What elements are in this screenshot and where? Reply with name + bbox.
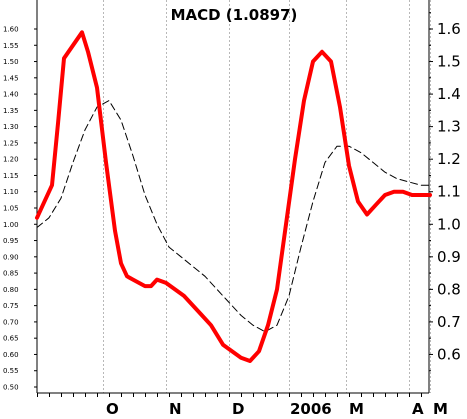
left-tick-label: 1.45 bbox=[3, 74, 19, 82]
right-tick-label: 1.0 bbox=[437, 215, 461, 233]
right-tick-label: 1.1 bbox=[437, 183, 461, 201]
x-label: D bbox=[232, 400, 244, 418]
series-layer bbox=[35, 30, 432, 363]
left-tick-label: 0.65 bbox=[3, 335, 19, 343]
x-label: M bbox=[349, 400, 364, 418]
left-tick-label: 1.20 bbox=[3, 156, 19, 164]
right-tick-label: 0.9 bbox=[437, 248, 461, 266]
left-tick-label: 0.85 bbox=[3, 270, 19, 278]
left-tick-label: 1.55 bbox=[3, 42, 19, 50]
left-tick-label: 0.70 bbox=[3, 318, 19, 326]
right-tick-label: 1.3 bbox=[437, 118, 461, 136]
right-tick-label: 0.7 bbox=[437, 313, 461, 331]
left-tick-label: 0.95 bbox=[3, 237, 19, 245]
right-axis-ticks: 1.6 1.5 1.4 1.3 1.2 1.1 1.0 0.9 0.8 0.7 0.6 bbox=[429, 12, 461, 372]
right-tick-label: 0.6 bbox=[437, 345, 461, 363]
left-tick-label: 1.35 bbox=[3, 107, 19, 115]
left-tick-label: 1.25 bbox=[3, 139, 19, 147]
left-tick-label: 1.30 bbox=[3, 123, 19, 131]
left-tick-label: 0.90 bbox=[3, 253, 19, 261]
left-tick-label: 0.75 bbox=[3, 302, 19, 310]
right-tick-label: 1.2 bbox=[437, 150, 461, 168]
right-tick-label: 0.8 bbox=[437, 280, 461, 298]
left-tick-label: 1.10 bbox=[3, 188, 19, 196]
left-tick-label: 1.00 bbox=[3, 221, 19, 229]
left-tick-label: 0.50 bbox=[3, 384, 19, 392]
x-label: O bbox=[106, 400, 119, 418]
bottom-axis-ticks bbox=[37, 393, 422, 397]
left-tick-label: 1.60 bbox=[3, 26, 19, 34]
left-tick-label: 1.15 bbox=[3, 172, 19, 180]
x-label: 2006 bbox=[290, 400, 332, 418]
left-tick-label: 0.60 bbox=[3, 351, 19, 359]
x-axis-labels: O N D 2006 M A M bbox=[106, 400, 448, 418]
right-tick-label: 1.5 bbox=[437, 53, 461, 71]
left-axis-ticks: 1.60 1.55 1.50 1.45 1.40 1.35 1.30 1.25 1.20 1.15… bbox=[3, 26, 37, 392]
left-tick-label: 1.05 bbox=[3, 205, 19, 213]
right-tick-label: 1.4 bbox=[437, 85, 461, 103]
left-tick-label: 1.40 bbox=[3, 91, 19, 99]
macd-line bbox=[35, 30, 432, 363]
left-tick-label: 0.80 bbox=[3, 286, 19, 294]
left-tick-label: 1.50 bbox=[3, 58, 19, 66]
x-label: A bbox=[412, 400, 424, 418]
x-label: N bbox=[169, 400, 182, 418]
x-label: M bbox=[433, 400, 448, 418]
chart-title: MACD (1.0897) bbox=[171, 6, 298, 24]
left-tick-label: 0.55 bbox=[3, 367, 19, 375]
right-tick-label: 1.6 bbox=[437, 20, 461, 38]
signal-line bbox=[36, 100, 431, 333]
